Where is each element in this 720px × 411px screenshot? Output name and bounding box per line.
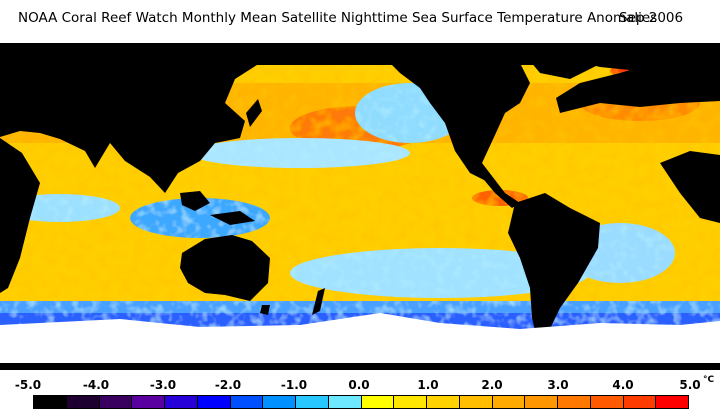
legend-swatch xyxy=(492,396,526,408)
legend-swatch xyxy=(66,396,100,408)
legend-swatch xyxy=(459,396,493,408)
legend-swatch xyxy=(656,396,688,408)
legend-swatch xyxy=(99,396,133,408)
legend-swatch xyxy=(427,396,460,408)
legend-tick: -1.0 xyxy=(280,378,308,392)
legend-tick: 2.0 xyxy=(481,378,503,392)
map-title: NOAA Coral Reef Watch Monthly Mean Satel… xyxy=(0,10,720,32)
legend-swatch xyxy=(197,396,231,408)
legend-tick: 5.0 xyxy=(679,378,701,392)
legend-tick: 4.0 xyxy=(612,378,634,392)
legend-tick: -4.0 xyxy=(82,378,110,392)
legend-tick: -2.0 xyxy=(214,378,242,392)
legend-swatch xyxy=(394,396,427,408)
legend-tick: -5.0 xyxy=(14,378,42,392)
legend-swatch xyxy=(558,396,591,408)
title-date: Sep 2006 xyxy=(619,10,684,26)
legend-swatch xyxy=(263,396,296,408)
legend-tick: 0.0 xyxy=(348,378,370,392)
sst-anomaly-map xyxy=(0,43,720,370)
legend-unit: °C xyxy=(703,375,715,385)
sea-ice-layer xyxy=(0,313,720,370)
legend-tick: 1.0 xyxy=(417,378,439,392)
legend-swatch xyxy=(623,396,657,408)
legend-swatch xyxy=(165,396,198,408)
legend-swatch xyxy=(34,396,67,408)
legend-tick-labels: -5.0 -4.0 -3.0 -2.0 -1.0 0.0 1.0 2.0 3.0… xyxy=(0,375,720,394)
legend-swatch xyxy=(590,396,624,408)
legend-swatch xyxy=(296,396,329,408)
legend-swatch xyxy=(361,396,395,408)
color-scale-bar xyxy=(33,395,689,409)
legend-swatch xyxy=(230,396,264,408)
title-text: NOAA Coral Reef Watch Monthly Mean Satel… xyxy=(18,10,658,26)
legend-swatch xyxy=(132,396,165,408)
legend-swatch xyxy=(328,396,362,408)
legend-tick: 3.0 xyxy=(547,378,569,392)
legend-tick: -3.0 xyxy=(149,378,177,392)
legend-swatch xyxy=(525,396,558,408)
